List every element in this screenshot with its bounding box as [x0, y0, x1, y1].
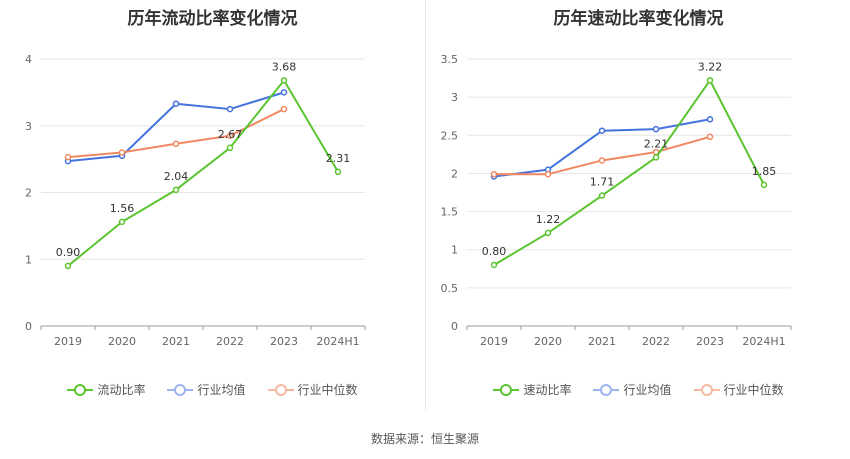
- data-point: [598, 192, 606, 199]
- y-tick-label: 1: [25, 253, 32, 266]
- y-tick-label: 0: [451, 320, 458, 333]
- current-ratio-chart: 0 1 2 3 4 2019 2020 2021 2022 2023 2024H1 0.90 1.56 2…: [25, 53, 366, 348]
- data-point: [280, 89, 288, 96]
- data-point: [226, 105, 234, 113]
- legend-label: 行业均值: [623, 383, 672, 397]
- data-label: 1.71: [590, 176, 615, 189]
- legend-label: 行业中位数: [297, 383, 358, 397]
- data-point: [652, 125, 660, 133]
- data-point: [760, 181, 768, 189]
- x-tick-label: 2023: [270, 335, 298, 348]
- data-label: 1.22: [536, 213, 561, 226]
- x-tick-label: 2020: [108, 335, 136, 348]
- legend-line-icon: [67, 383, 94, 397]
- current-ratio-panel: 历年流动比率变化情况 0 1 2 3 4 2019 2020 2021 2022 2023 2024…: [0, 0, 425, 420]
- legend-line-icon: [267, 383, 294, 397]
- reference-series-line: [67, 108, 285, 159]
- data-label: 0.90: [56, 246, 81, 259]
- legend-line-icon: [693, 383, 720, 397]
- data-label: 2.31: [326, 152, 351, 165]
- main-series-line: [67, 79, 339, 267]
- main-series-line: [493, 79, 765, 266]
- legend-line-icon: [593, 383, 620, 397]
- x-tick-label: 2019: [480, 335, 508, 348]
- data-point: [172, 186, 180, 194]
- data-label: 2.67: [218, 128, 243, 141]
- y-tick-label: 4: [25, 53, 32, 66]
- x-tick-label: 2022: [642, 335, 670, 348]
- data-point: [490, 261, 498, 269]
- legend-label: 流动比率: [97, 383, 146, 397]
- data-point: [598, 157, 606, 164]
- legend: 速动比率 行业均值 行业中位数: [426, 381, 850, 398]
- legend-line-icon: [167, 383, 194, 397]
- data-label: 2.04: [164, 170, 189, 183]
- data-point: [280, 105, 288, 113]
- x-tick-label: 2024H1: [316, 335, 359, 348]
- y-tick-label: 2.5: [441, 129, 459, 142]
- data-point: [118, 149, 126, 156]
- data-point: [490, 170, 498, 178]
- data-point: [226, 144, 234, 152]
- data-point: [226, 132, 234, 140]
- chart-title: 历年速动比率变化情况: [553, 9, 724, 29]
- y-tick-label: 2: [25, 187, 32, 200]
- legend-item-current-ratio[interactable]: 流动比率: [67, 381, 145, 398]
- x-tick-label: 2019: [54, 335, 82, 348]
- legend-label: 行业中位数: [723, 383, 784, 397]
- x-tick-label: 2021: [588, 335, 616, 348]
- data-point: [706, 77, 714, 84]
- data-point: [64, 153, 72, 161]
- x-tick-label: 2022: [216, 335, 244, 348]
- y-tick-label: 1: [451, 244, 458, 257]
- data-label: 0.80: [482, 245, 507, 258]
- data-point: [706, 133, 714, 141]
- data-point: [706, 116, 714, 123]
- data-point: [280, 77, 288, 84]
- data-point: [598, 127, 606, 134]
- quick-ratio-chart: 0 0.5 1 1.5 2 2.5 3 3.5 2019 2020 2021 2022 2023 2024…: [441, 53, 792, 348]
- data-point: [544, 170, 552, 178]
- legend-label: 速动比率: [523, 383, 572, 397]
- x-tick-label: 2024H1: [742, 335, 785, 348]
- data-point: [172, 100, 180, 107]
- panel-divider: [425, 0, 426, 410]
- data-label: 2.21: [644, 137, 669, 150]
- legend-line-icon: [493, 383, 520, 397]
- y-tick-label: 1.5: [441, 206, 459, 219]
- legend-item-industry-mean[interactable]: 行业均值: [593, 381, 672, 398]
- legend-item-industry-median[interactable]: 行业中位数: [693, 381, 784, 398]
- legend-item-quick-ratio[interactable]: 速动比率: [493, 381, 571, 398]
- data-source-note: 数据来源：恒生聚源: [370, 432, 479, 446]
- reference-series-line: [494, 135, 711, 176]
- x-tick-label: 2021: [162, 335, 190, 348]
- data-point: [544, 229, 552, 237]
- y-tick-label: 3: [25, 120, 32, 133]
- data-label: 3.68: [272, 60, 297, 73]
- data-point: [334, 168, 342, 176]
- data-label: 1.56: [110, 202, 135, 215]
- data-point: [652, 154, 660, 161]
- data-point: [64, 262, 72, 270]
- data-label: 1.85: [752, 165, 777, 178]
- y-tick-label: 0.5: [441, 282, 459, 295]
- legend-item-industry-mean[interactable]: 行业均值: [167, 381, 246, 398]
- y-tick-label: 3: [451, 91, 458, 104]
- y-tick-label: 0: [25, 320, 32, 333]
- x-tick-label: 2020: [534, 335, 562, 348]
- data-point: [172, 140, 180, 148]
- legend-item-industry-median[interactable]: 行业中位数: [267, 381, 358, 398]
- data-point: [118, 218, 126, 226]
- legend: 流动比率 行业均值 行业中位数: [0, 381, 425, 398]
- y-tick-label: 3.5: [441, 53, 459, 66]
- y-tick-label: 2: [451, 167, 458, 180]
- data-label: 3.22: [698, 60, 723, 73]
- x-tick-label: 2023: [696, 335, 724, 348]
- chart-title: 历年流动比率变化情况: [127, 9, 298, 29]
- quick-ratio-panel: 历年速动比率变化情况 0 0.5 1 1.5 2 2.5 3 3.5 2019 2020 2021 2…: [426, 0, 850, 420]
- legend-label: 行业均值: [197, 383, 246, 397]
